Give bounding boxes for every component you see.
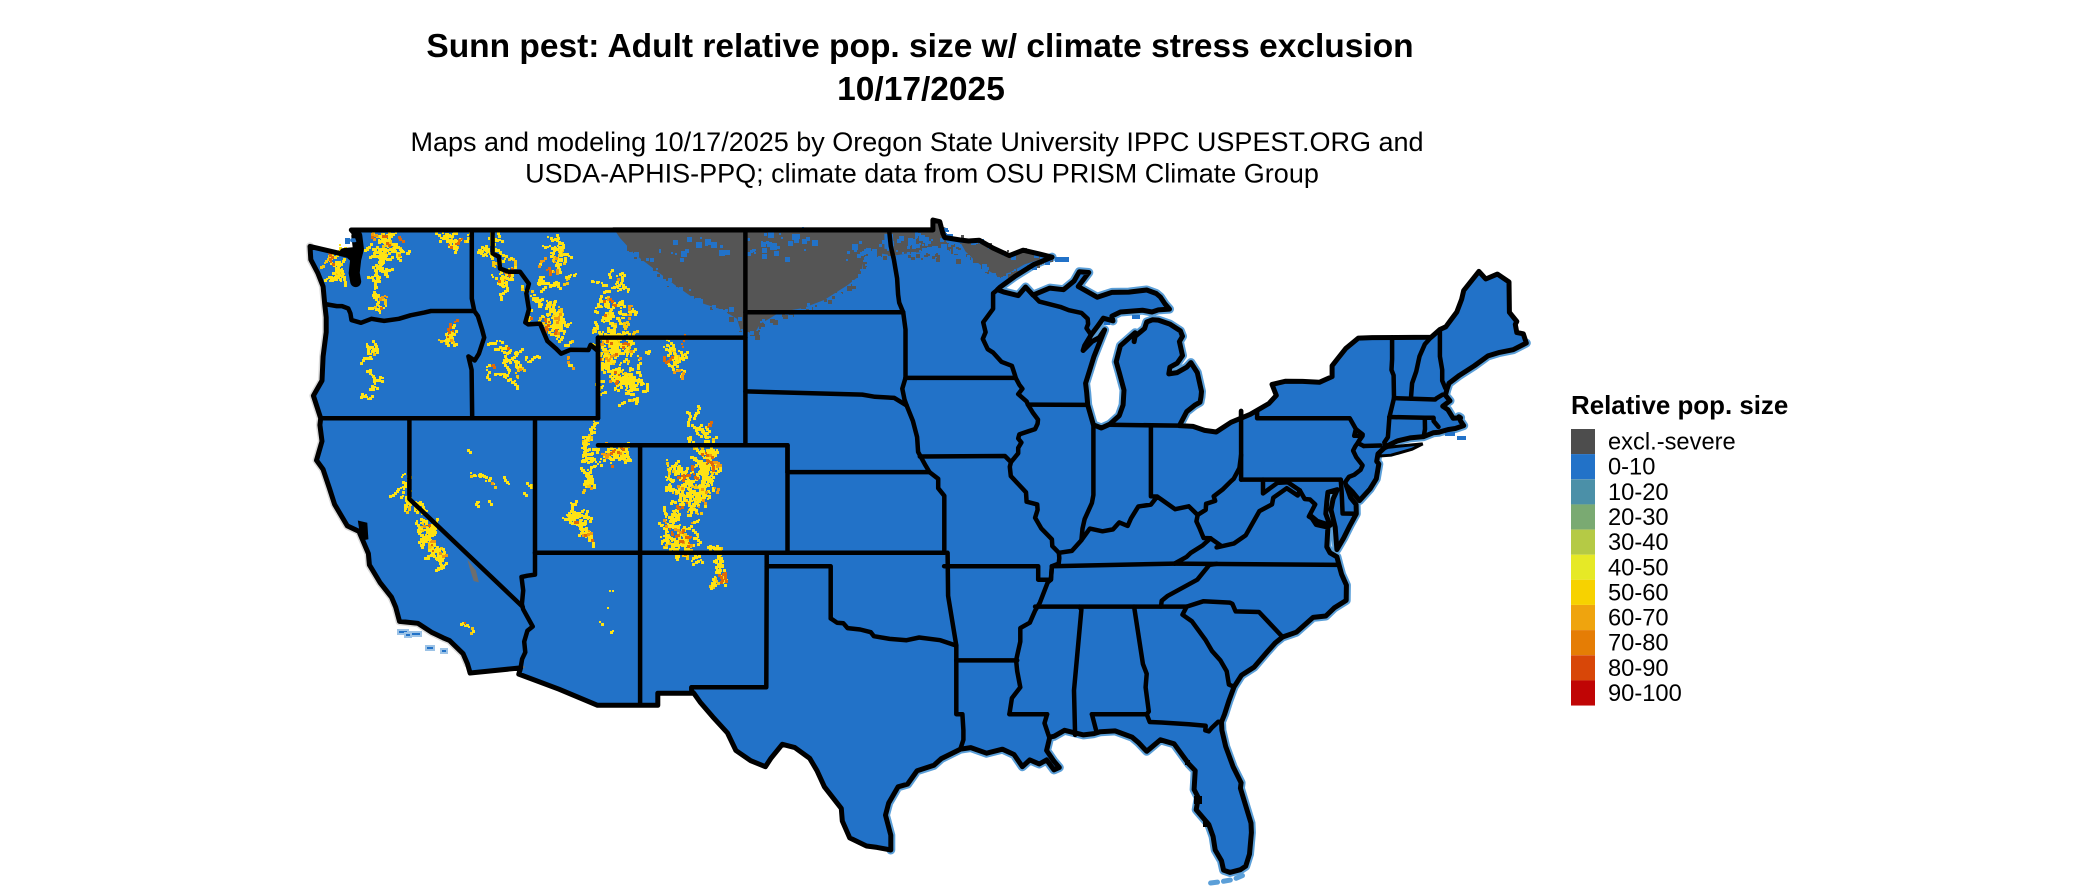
svg-text:20-30: 20-30 [1608, 505, 1669, 531]
svg-text:Sunn pest: Adult relative pop.: Sunn pest: Adult relative pop. size w/ c… [426, 28, 1413, 65]
svg-text:30-40: 30-40 [1608, 530, 1669, 556]
svg-text:0-10: 0-10 [1608, 455, 1655, 481]
svg-text:50-60: 50-60 [1608, 580, 1669, 606]
svg-text:USDA-APHIS-PPQ; climate data f: USDA-APHIS-PPQ; climate data from OSU PR… [525, 159, 1319, 189]
svg-text:70-80: 70-80 [1608, 631, 1669, 657]
svg-text:excl.-severe: excl.-severe [1608, 430, 1736, 456]
svg-text:60-70: 60-70 [1608, 606, 1669, 632]
svg-text:90-100: 90-100 [1608, 681, 1682, 707]
svg-text:80-90: 80-90 [1608, 656, 1669, 682]
svg-text:10-20: 10-20 [1608, 480, 1669, 506]
svg-text:Relative pop. size: Relative pop. size [1571, 392, 1788, 420]
svg-text:10/17/2025: 10/17/2025 [837, 71, 1005, 108]
svg-text:Maps and modeling 10/17/2025 b: Maps and modeling 10/17/2025 by Oregon S… [410, 127, 1423, 157]
svg-text:40-50: 40-50 [1608, 555, 1669, 581]
